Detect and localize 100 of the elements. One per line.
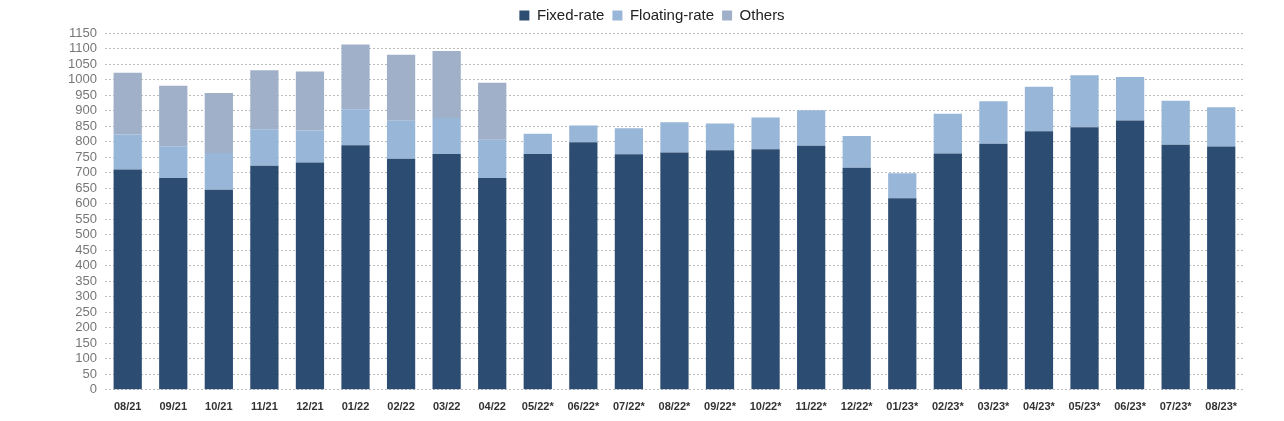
bar	[295, 130, 325, 163]
bar	[159, 85, 188, 147]
bar	[1024, 86, 1054, 132]
bar	[1207, 146, 1236, 390]
bar	[386, 54, 416, 121]
y-tick-label: 750	[75, 148, 97, 164]
bar	[1070, 127, 1099, 390]
bar	[705, 123, 735, 151]
bar	[797, 110, 826, 146]
bar	[842, 136, 871, 168]
bar	[250, 129, 279, 166]
bar	[888, 198, 917, 390]
bar	[751, 149, 780, 390]
x-tick-label: 03/22	[432, 400, 461, 413]
legend-label: Fixed-rate	[536, 5, 605, 23]
bar	[204, 153, 233, 190]
legend-label: Floating-rate	[629, 5, 715, 23]
x-tick-label: 11/22*	[795, 400, 828, 413]
x-tick-label: 04/23*	[1023, 400, 1056, 413]
x-tick-label: 10/21	[205, 400, 233, 413]
y-tick-label: 1050	[68, 55, 97, 71]
bar	[660, 122, 689, 153]
x-tick-label: 06/23*	[1114, 400, 1147, 413]
y-tick-label: 600	[75, 195, 97, 211]
y-tick-label: 900	[75, 102, 97, 118]
bar	[432, 51, 461, 119]
bar	[159, 146, 188, 178]
bar	[341, 44, 370, 110]
bar	[660, 152, 689, 390]
x-tick-label: 01/23*	[886, 400, 919, 413]
bar	[979, 143, 1008, 390]
bar	[1070, 75, 1099, 128]
x-tick-label: 01/22	[341, 400, 370, 413]
bar	[614, 154, 644, 390]
bar	[1161, 144, 1190, 390]
bar	[204, 92, 233, 154]
bar	[478, 139, 507, 178]
bar	[478, 82, 507, 140]
y-tick-label: 850	[75, 117, 97, 133]
y-tick-label: 100	[75, 350, 97, 366]
bar	[933, 153, 962, 390]
bar	[204, 189, 233, 390]
x-tick-label: 09/21	[159, 400, 188, 413]
y-tick-label: 0	[89, 381, 97, 397]
x-tick-label: 04/22	[478, 400, 506, 413]
y-tick-label: 150	[75, 334, 97, 350]
y-tick-label: 550	[75, 210, 97, 226]
x-tick-label: 05/22*	[521, 400, 555, 413]
bar	[569, 142, 598, 390]
bar	[842, 167, 871, 390]
x-tick-label: 07/23*	[1159, 400, 1193, 413]
x-tick-label: 10/22*	[749, 400, 783, 413]
y-tick-label: 700	[75, 164, 97, 180]
x-tick-label: 02/22	[387, 400, 415, 413]
y-tick-label: 1150	[68, 24, 97, 40]
y-tick-label: 400	[75, 257, 97, 273]
y-tick-label: 1000	[68, 71, 97, 87]
bar	[478, 177, 507, 390]
bar	[979, 101, 1008, 144]
x-tick-label: 03/23*	[977, 400, 1011, 413]
bar	[614, 128, 644, 155]
bar	[113, 72, 142, 135]
bar	[523, 133, 552, 154]
bar	[1024, 131, 1054, 390]
bar	[250, 165, 279, 390]
y-tick-label: 350	[75, 272, 97, 288]
x-tick-label: 06/22*	[567, 400, 600, 413]
bar	[113, 134, 142, 170]
bar	[797, 145, 826, 390]
bar	[432, 118, 461, 154]
bar	[1115, 120, 1145, 390]
x-tick-label: 07/22*	[612, 400, 646, 413]
x-tick-label: 08/23*	[1205, 400, 1238, 413]
y-tick-label: 500	[75, 226, 97, 242]
y-tick-label: 200	[75, 319, 97, 335]
y-tick-label: 300	[75, 288, 97, 304]
x-tick-label: 11/21	[250, 400, 278, 413]
x-tick-label: 09/22*	[704, 400, 737, 413]
bar	[888, 173, 917, 199]
x-tick-label: 08/22*	[658, 400, 692, 413]
y-tick-label: 800	[75, 133, 97, 149]
bar	[386, 120, 416, 159]
bar	[341, 109, 370, 146]
y-tick-label: 450	[75, 241, 97, 257]
bar	[159, 177, 188, 390]
x-tick-label: 05/23*	[1068, 400, 1102, 413]
bar	[1207, 107, 1236, 147]
bar	[341, 145, 370, 390]
bar	[295, 162, 325, 390]
bar	[1115, 77, 1145, 121]
bar	[705, 150, 735, 390]
bar	[432, 154, 461, 390]
bar	[386, 158, 416, 390]
x-tick-label: 12/22*	[840, 400, 874, 413]
bar	[295, 71, 325, 131]
bar	[523, 154, 552, 390]
bar	[113, 169, 142, 390]
bar	[250, 70, 279, 130]
bar	[751, 117, 780, 150]
y-tick-label: 650	[75, 179, 97, 195]
